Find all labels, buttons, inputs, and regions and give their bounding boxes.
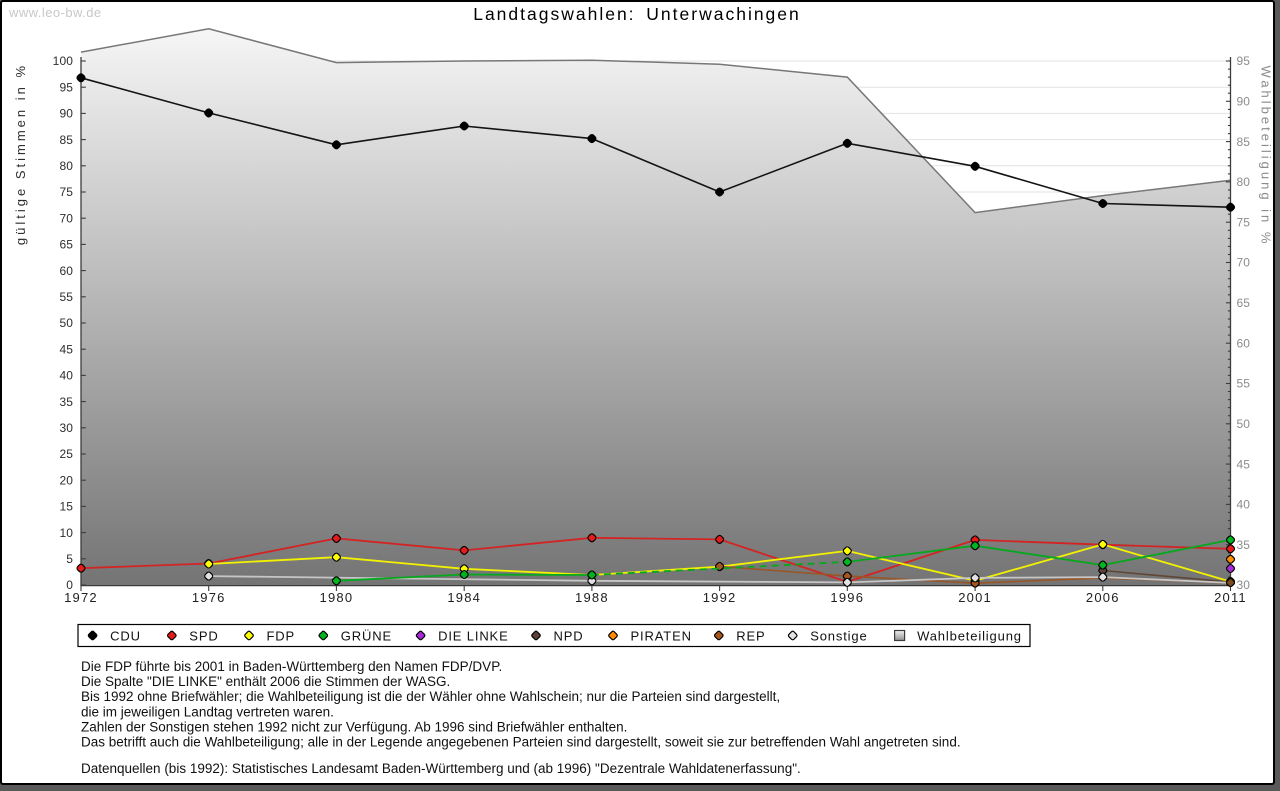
svg-text:40: 40 [59, 369, 73, 383]
svg-text:25: 25 [59, 447, 73, 461]
svg-text:45: 45 [1237, 457, 1251, 471]
svg-text:1976: 1976 [192, 590, 226, 605]
svg-text:www.leo-bw.de: www.leo-bw.de [8, 5, 102, 20]
svg-text:30: 30 [59, 421, 73, 435]
svg-text:70: 70 [59, 211, 73, 225]
svg-text:30: 30 [1237, 578, 1251, 592]
svg-text:Das betrifft auch die Wahlbete: Das betrifft auch die Wahlbeteiligung; a… [81, 735, 961, 750]
svg-text:5: 5 [66, 552, 73, 566]
svg-text:PIRATEN: PIRATEN [631, 629, 692, 644]
svg-text:Die FDP führte bis 2001 in Bad: Die FDP führte bis 2001 in Baden-Württem… [81, 659, 502, 674]
svg-text:55: 55 [1237, 377, 1251, 391]
svg-text:2006: 2006 [1086, 590, 1120, 605]
svg-text:0: 0 [66, 578, 73, 592]
svg-text:100: 100 [53, 54, 74, 68]
svg-text:95: 95 [59, 80, 73, 94]
svg-text:GRÜNE: GRÜNE [341, 629, 392, 644]
svg-text:35: 35 [59, 395, 73, 409]
svg-text:10: 10 [59, 526, 73, 540]
svg-text:80: 80 [59, 159, 73, 173]
svg-text:FDP: FDP [267, 629, 296, 644]
svg-text:45: 45 [59, 342, 73, 356]
svg-text:NPD: NPD [554, 629, 584, 644]
svg-text:1972: 1972 [64, 590, 98, 605]
svg-text:Zahlen der Sonstigen stehen 19: Zahlen der Sonstigen stehen 1992 nicht z… [81, 719, 627, 734]
svg-text:80: 80 [1237, 175, 1251, 189]
svg-text:75: 75 [1237, 215, 1251, 229]
svg-text:2011: 2011 [1214, 590, 1247, 605]
svg-text:gültige Stimmen in %: gültige Stimmen in % [13, 63, 28, 245]
svg-text:Datenquellen (bis 1992): Stati: Datenquellen (bis 1992): Statistisches L… [81, 761, 801, 776]
svg-text:50: 50 [59, 316, 73, 330]
svg-text:CDU: CDU [110, 629, 141, 644]
svg-text:Wahlbeteiligung in %: Wahlbeteiligung in % [1259, 66, 1274, 247]
svg-text:SPD: SPD [189, 629, 218, 644]
svg-text:75: 75 [59, 185, 73, 199]
svg-text:90: 90 [1237, 95, 1251, 109]
svg-text:15: 15 [59, 500, 73, 514]
svg-text:85: 85 [59, 133, 73, 147]
svg-text:70: 70 [1237, 256, 1251, 270]
svg-text:1988: 1988 [575, 590, 609, 605]
svg-text:50: 50 [1237, 417, 1251, 431]
svg-text:60: 60 [1237, 336, 1251, 350]
svg-text:die im jeweiligen Landtag vert: die im jeweiligen Landtag vertreten ware… [81, 704, 334, 719]
svg-text:Sonstige: Sonstige [810, 629, 867, 644]
svg-text:60: 60 [59, 264, 73, 278]
svg-text:DIE LINKE: DIE LINKE [438, 629, 509, 644]
svg-text:20: 20 [59, 473, 73, 487]
svg-text:65: 65 [59, 238, 73, 252]
svg-text:95: 95 [1237, 54, 1251, 68]
svg-text:Die Spalte "DIE LINKE" enthält: Die Spalte "DIE LINKE" enthält 2006 die … [81, 674, 450, 689]
svg-text:90: 90 [59, 107, 73, 121]
svg-text:2001: 2001 [958, 590, 992, 605]
svg-text:1996: 1996 [830, 590, 864, 605]
svg-text:85: 85 [1237, 135, 1251, 149]
svg-text:65: 65 [1237, 296, 1251, 310]
svg-text:1984: 1984 [447, 590, 481, 605]
svg-text:35: 35 [1237, 538, 1251, 552]
svg-text:1992: 1992 [703, 590, 737, 605]
svg-text:1980: 1980 [320, 590, 354, 605]
svg-text:Wahlbeteiligung: Wahlbeteiligung [917, 629, 1022, 644]
svg-text:40: 40 [1237, 498, 1251, 512]
svg-text:Landtagswahlen: Unterwachingen: Landtagswahlen: Unterwachingen [473, 4, 801, 24]
svg-text:REP: REP [736, 629, 765, 644]
svg-text:55: 55 [59, 290, 73, 304]
svg-text:Bis 1992 ohne Briefwähler; die: Bis 1992 ohne Briefwähler; die Wahlbetei… [81, 689, 780, 704]
